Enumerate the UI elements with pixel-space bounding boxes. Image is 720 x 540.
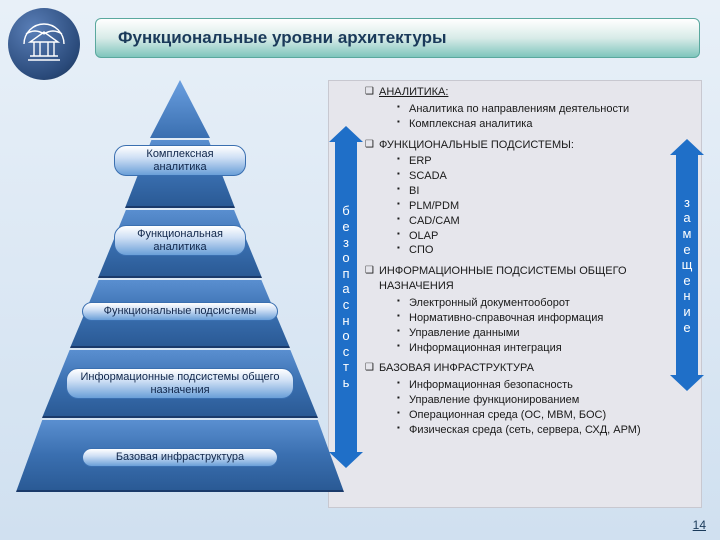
pyramid-label-4: Информационные подсистемы общего назначе… bbox=[66, 368, 294, 399]
section-items: ERP SCADA BI PLM/PDM CAD/CAM OLAP СПО bbox=[397, 154, 668, 258]
pyramid-label-3-text: Функциональные подсистемы bbox=[104, 305, 257, 318]
section-title: БАЗОВАЯ ИНФРАСТРУКТУРА bbox=[379, 362, 534, 374]
page-title: Функциональные уровни архитектуры bbox=[95, 18, 700, 58]
section-title: ФУНКЦИОНАЛЬНЫЕ ПОДСИСТЕМЫ: bbox=[379, 139, 574, 151]
list-item: Физическая среда (сеть, сервера, СХД, АР… bbox=[397, 423, 668, 438]
list-item: CAD/CAM bbox=[397, 214, 668, 229]
security-arrow: безопасность bbox=[335, 142, 357, 452]
list-item: Аналитика по направлениям деятельности bbox=[397, 102, 668, 117]
list-item: СПО bbox=[397, 243, 668, 258]
sections-panel: АНАЛИТИКА: Аналитика по направлениям дея… bbox=[365, 85, 668, 502]
replacement-arrow: замещение bbox=[676, 155, 698, 375]
pyramid-diagram: Комплексная аналитика Функциональная ана… bbox=[10, 80, 340, 510]
section-items: Информационная безопасность Управление ф… bbox=[397, 378, 668, 437]
page-title-text: Функциональные уровни архитектуры bbox=[118, 28, 447, 48]
section-info-subsystems: ИНФОРМАЦИОННЫЕ ПОДСИСТЕМЫ ОБЩЕГО НАЗНАЧЕ… bbox=[365, 264, 668, 355]
section-items: Электронный документооборот Нормативно-с… bbox=[397, 296, 668, 355]
list-item: Информационная безопасность bbox=[397, 378, 668, 393]
pyramid-label-3: Функциональные подсистемы bbox=[82, 302, 278, 321]
list-item: Операционная среда (ОС, МВМ, БОС) bbox=[397, 408, 668, 423]
section-items: Аналитика по направлениям деятельности К… bbox=[397, 102, 668, 132]
pyramid-label-5-text: Базовая инфраструктура bbox=[116, 451, 244, 464]
page-number: 14 bbox=[693, 518, 706, 532]
list-item: Комплексная аналитика bbox=[397, 117, 668, 132]
list-item: Нормативно-справочная информация bbox=[397, 311, 668, 326]
pyramid-apex bbox=[150, 80, 210, 138]
section-title: АНАЛИТИКА: bbox=[379, 86, 448, 98]
pyramid-label-2: Функциональная аналитика bbox=[114, 225, 246, 256]
pyramid-label-1: Комплексная аналитика bbox=[114, 145, 246, 176]
section-title: ИНФОРМАЦИОННЫЕ ПОДСИСТЕМЫ ОБЩЕГО НАЗНАЧЕ… bbox=[379, 265, 627, 292]
section-functional: ФУНКЦИОНАЛЬНЫЕ ПОДСИСТЕМЫ: ERP SCADA BI … bbox=[365, 138, 668, 259]
list-item: OLAP bbox=[397, 229, 668, 244]
section-infrastructure: БАЗОВАЯ ИНФРАСТРУКТУРА Информационная бе… bbox=[365, 361, 668, 437]
pyramid-label-2-text: Функциональная аналитика bbox=[121, 228, 239, 253]
org-logo-icon bbox=[8, 8, 80, 80]
pyramid-label-4-text: Информационные подсистемы общего назначе… bbox=[73, 371, 287, 396]
list-item: ERP bbox=[397, 154, 668, 169]
list-item: SCADA bbox=[397, 169, 668, 184]
list-item: Управление данными bbox=[397, 326, 668, 341]
list-item: PLM/PDM bbox=[397, 199, 668, 214]
list-item: Информационная интеграция bbox=[397, 341, 668, 356]
list-item: BI bbox=[397, 184, 668, 199]
list-item: Электронный документооборот bbox=[397, 296, 668, 311]
pyramid-label-1-text: Комплексная аналитика bbox=[121, 148, 239, 173]
section-analytics: АНАЛИТИКА: Аналитика по направлениям дея… bbox=[365, 85, 668, 132]
list-item: Управление функционированием bbox=[397, 393, 668, 408]
pyramid-label-5: Базовая инфраструктура bbox=[82, 448, 278, 467]
